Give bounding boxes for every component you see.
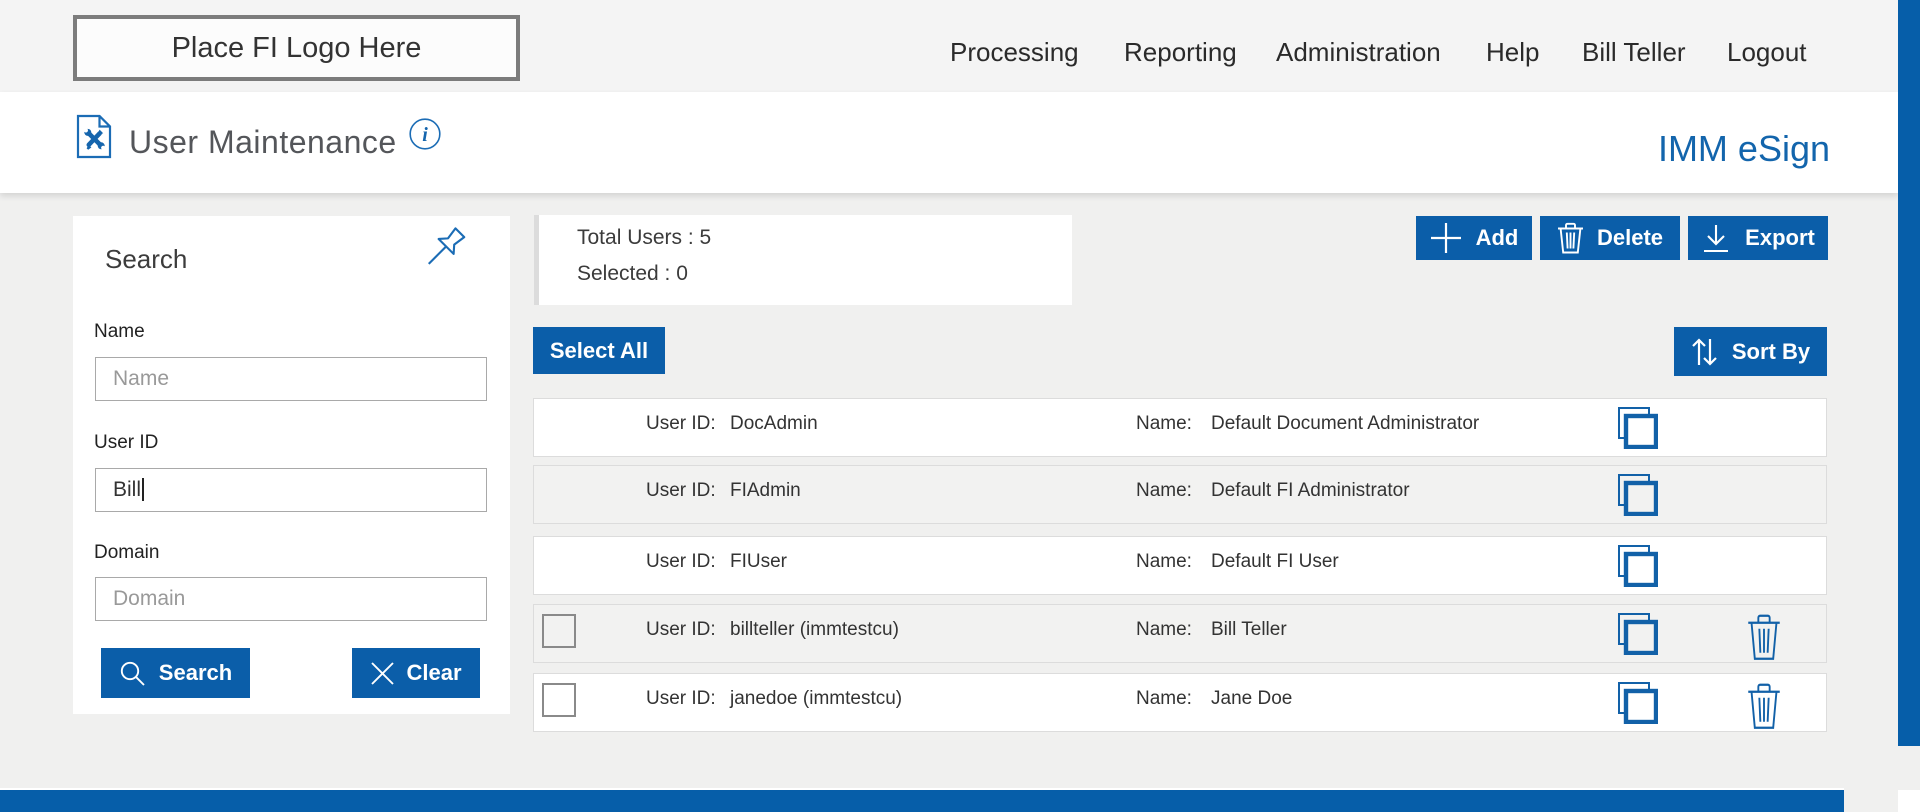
svg-text:i: i: [422, 124, 428, 146]
